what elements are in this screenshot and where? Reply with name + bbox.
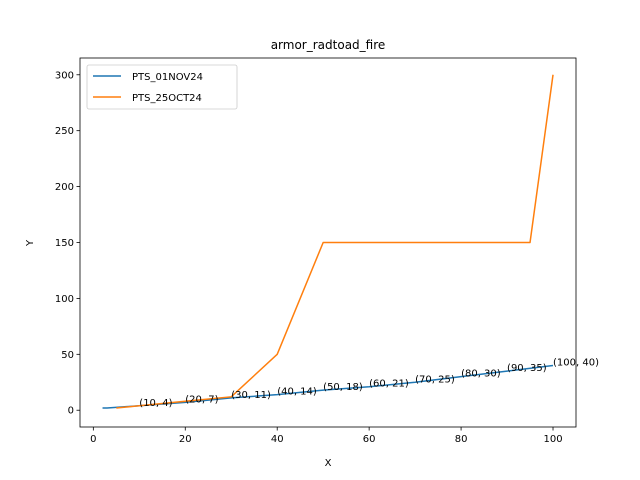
y-tick-label: 250 [55, 126, 74, 137]
x-tick-label: 0 [90, 434, 96, 445]
point-annotation: (20, 7) [185, 394, 218, 405]
y-axis-label: Y [25, 239, 36, 247]
y-axis-ticks: 0 50 100 150 200 250 300 [55, 70, 80, 417]
legend-box [86, 64, 238, 110]
x-tick-label: 80 [455, 434, 468, 445]
point-annotation: (60, 21) [369, 379, 409, 390]
x-axis-ticks: 0 20 40 60 80 100 [90, 427, 563, 445]
annotation-layer: (10, 4) (20, 7) (30, 11) (40, 14) (50, 18) (6… [139, 358, 599, 409]
x-tick-label: 20 [179, 434, 192, 445]
point-annotation: (90, 35) [507, 363, 547, 374]
x-tick-label: 40 [271, 434, 284, 445]
series-layer [102, 74, 554, 409]
x-axis-label: X [325, 458, 332, 469]
point-annotation: (100, 40) [553, 358, 599, 369]
legend-label: PTS_01NOV24 [132, 72, 203, 83]
point-annotation: (70, 25) [415, 374, 455, 385]
y-tick-label: 300 [55, 70, 74, 81]
point-annotation: (50, 18) [323, 382, 363, 393]
y-tick-label: 100 [55, 294, 74, 305]
x-tick-label: 60 [363, 434, 376, 445]
series-line-pts_25oct24 [116, 74, 554, 409]
y-tick-label: 200 [55, 182, 74, 193]
y-tick-label: 0 [68, 406, 74, 417]
point-annotation: (40, 14) [277, 387, 317, 398]
y-tick-label: 150 [55, 238, 74, 249]
point-annotation: (80, 30) [461, 369, 501, 380]
y-tick-label: 50 [61, 350, 74, 361]
legend-label: PTS_25OCT24 [132, 93, 202, 104]
point-annotation: (10, 4) [139, 398, 172, 409]
chart-title: armor_radtoad_fire [271, 38, 386, 52]
x-tick-label: 100 [543, 434, 562, 445]
legend: PTS_01NOV24 PTS_25OCT24 [86, 64, 238, 110]
point-annotation: (30, 11) [231, 390, 271, 401]
